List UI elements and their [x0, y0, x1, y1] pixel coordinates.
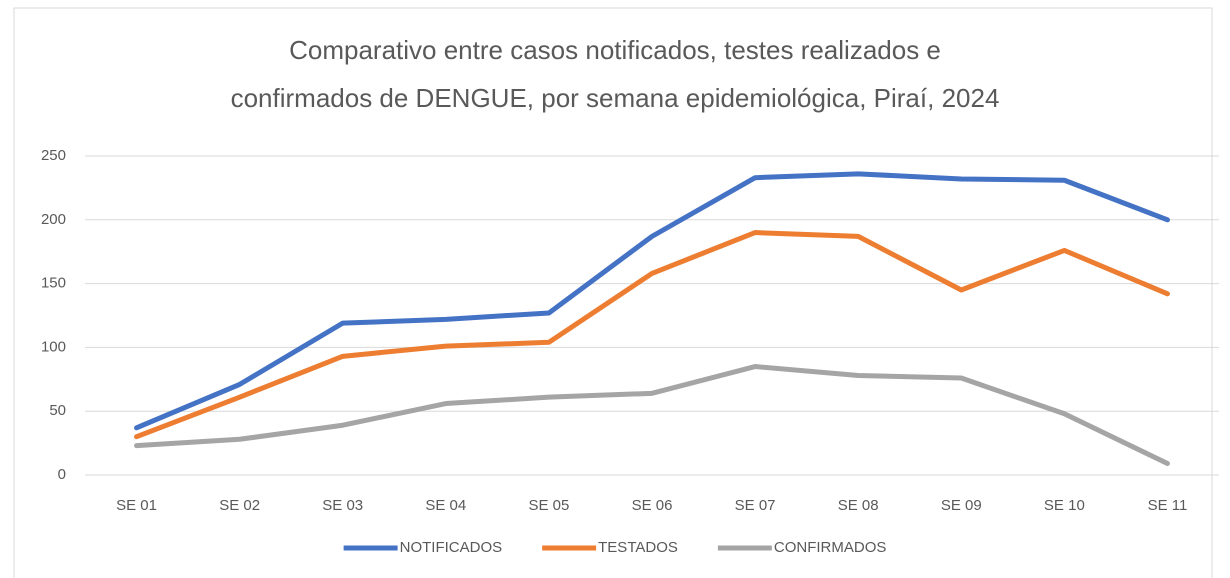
series-line	[134, 364, 1170, 467]
legend-label: NOTIFICADOS	[400, 539, 503, 556]
y-tick-label: 100	[41, 338, 66, 355]
y-tick-label: 50	[49, 402, 66, 419]
y-tick-label: 150	[41, 275, 66, 292]
x-tick-label: SE 05	[528, 497, 569, 514]
x-tick-label: SE 07	[735, 497, 776, 514]
chart-title: confirmados de DENGUE, por semana epidem…	[231, 83, 1000, 113]
chart-title: Comparativo entre casos notificados, tes…	[289, 35, 941, 65]
x-tick-label: SE 02	[219, 497, 260, 514]
series-line	[134, 230, 1170, 440]
y-tick-label: 200	[41, 211, 66, 228]
series-line	[134, 171, 1170, 431]
x-tick-label: SE 08	[838, 497, 879, 514]
y-tick-label: 0	[58, 466, 66, 483]
x-tick-label: SE 06	[632, 497, 673, 514]
legend-label: CONFIRMADOS	[774, 539, 887, 556]
x-tick-label: SE 10	[1044, 497, 1085, 514]
x-tick-label: SE 03	[322, 497, 363, 514]
x-tick-label: SE 09	[941, 497, 982, 514]
x-tick-label: SE 01	[116, 497, 157, 514]
y-tick-label: 250	[41, 147, 66, 164]
chart-frame	[13, 7, 1213, 578]
x-tick-label: SE 11	[1148, 497, 1188, 514]
legend-label: TESTADOS	[598, 539, 678, 556]
x-tick-label: SE 04	[425, 497, 466, 514]
